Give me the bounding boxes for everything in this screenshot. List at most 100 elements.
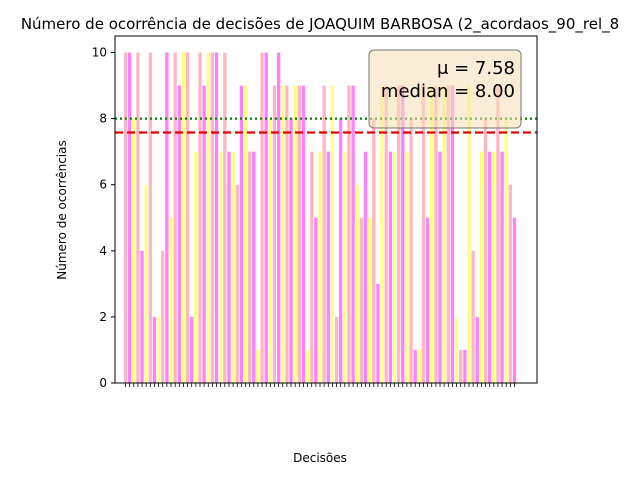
bar	[392, 151, 397, 383]
bar	[268, 118, 272, 384]
bar	[165, 52, 169, 384]
bar	[144, 184, 148, 383]
bar	[140, 250, 144, 383]
bar	[488, 151, 492, 383]
bar	[368, 217, 372, 383]
bar	[243, 85, 248, 383]
stats-box-background	[368, 49, 522, 129]
bar	[409, 118, 413, 384]
bar	[434, 85, 438, 383]
bar	[256, 349, 260, 383]
bars-group	[123, 52, 517, 384]
bar	[210, 52, 215, 384]
bar	[281, 85, 285, 383]
bar	[206, 52, 210, 384]
bar	[247, 151, 252, 383]
bar	[326, 151, 330, 383]
bar	[148, 52, 152, 384]
y-tick-label: 4	[99, 244, 107, 258]
bar	[421, 85, 426, 383]
bar	[219, 151, 223, 383]
bar	[185, 52, 190, 384]
x-axis-ticks	[125, 383, 515, 387]
bar	[483, 118, 488, 384]
bar	[475, 316, 479, 383]
bar	[339, 118, 343, 384]
bar	[136, 52, 140, 384]
bar	[322, 85, 326, 383]
bar	[276, 52, 281, 384]
bar	[384, 85, 388, 383]
bar	[467, 85, 471, 383]
bar	[190, 316, 194, 383]
median-stat-text: median = 8.00	[381, 81, 515, 102]
bar	[127, 52, 132, 384]
bar	[388, 151, 393, 383]
bar	[479, 151, 484, 383]
bar	[330, 85, 335, 383]
bar	[396, 85, 401, 383]
bar	[161, 250, 165, 383]
stats-box: μ = 7.58 median = 8.00	[368, 49, 522, 129]
bar	[405, 151, 409, 383]
bar	[177, 85, 181, 383]
y-axis-label: Número de ocorrências	[55, 140, 69, 280]
bar	[285, 85, 289, 383]
bar	[334, 316, 339, 383]
bar	[289, 118, 293, 384]
plot-frame	[114, 35, 538, 384]
bar	[504, 118, 508, 384]
bar	[260, 52, 264, 384]
bar	[376, 283, 380, 383]
bar	[314, 217, 318, 383]
bar	[301, 85, 306, 383]
bar	[413, 349, 417, 383]
bar	[359, 217, 364, 383]
bar	[264, 52, 268, 384]
chart-title: Número de ocorrência de decisões de JOAQ…	[21, 15, 619, 34]
bar	[463, 349, 467, 383]
bar	[231, 151, 235, 383]
bar	[500, 151, 504, 383]
bar	[347, 85, 351, 383]
bar	[492, 151, 496, 383]
bar	[202, 85, 206, 383]
bar	[343, 151, 347, 383]
bar	[198, 52, 202, 384]
bar	[297, 85, 301, 383]
y-tick-label: 0	[99, 376, 107, 390]
bar	[123, 52, 128, 384]
bar	[512, 217, 517, 383]
bar	[272, 85, 277, 383]
bar	[194, 151, 198, 383]
bar	[310, 151, 314, 383]
bar	[351, 85, 355, 383]
bar	[508, 184, 513, 383]
bar	[442, 85, 446, 383]
bar	[305, 349, 310, 383]
y-tick-label: 6	[99, 178, 107, 192]
bar	[438, 151, 442, 383]
bar	[380, 85, 384, 383]
bar	[169, 217, 173, 383]
bar	[430, 85, 434, 383]
bar	[132, 118, 136, 384]
bar	[252, 151, 256, 383]
bar	[450, 85, 455, 383]
y-axis-ticks: 0 2 4 6 8 10	[92, 46, 115, 390]
bar	[355, 184, 359, 383]
x-axis-label: Decisões	[293, 451, 347, 465]
bar	[372, 118, 376, 384]
bar	[496, 85, 500, 383]
bar	[214, 52, 219, 384]
bar	[223, 52, 227, 384]
bar	[425, 217, 430, 383]
bar	[471, 250, 475, 383]
y-tick-label: 10	[92, 46, 107, 60]
bar	[459, 349, 463, 383]
bar	[235, 184, 239, 383]
bar	[239, 85, 244, 383]
bar	[227, 151, 231, 383]
bar	[152, 316, 157, 383]
